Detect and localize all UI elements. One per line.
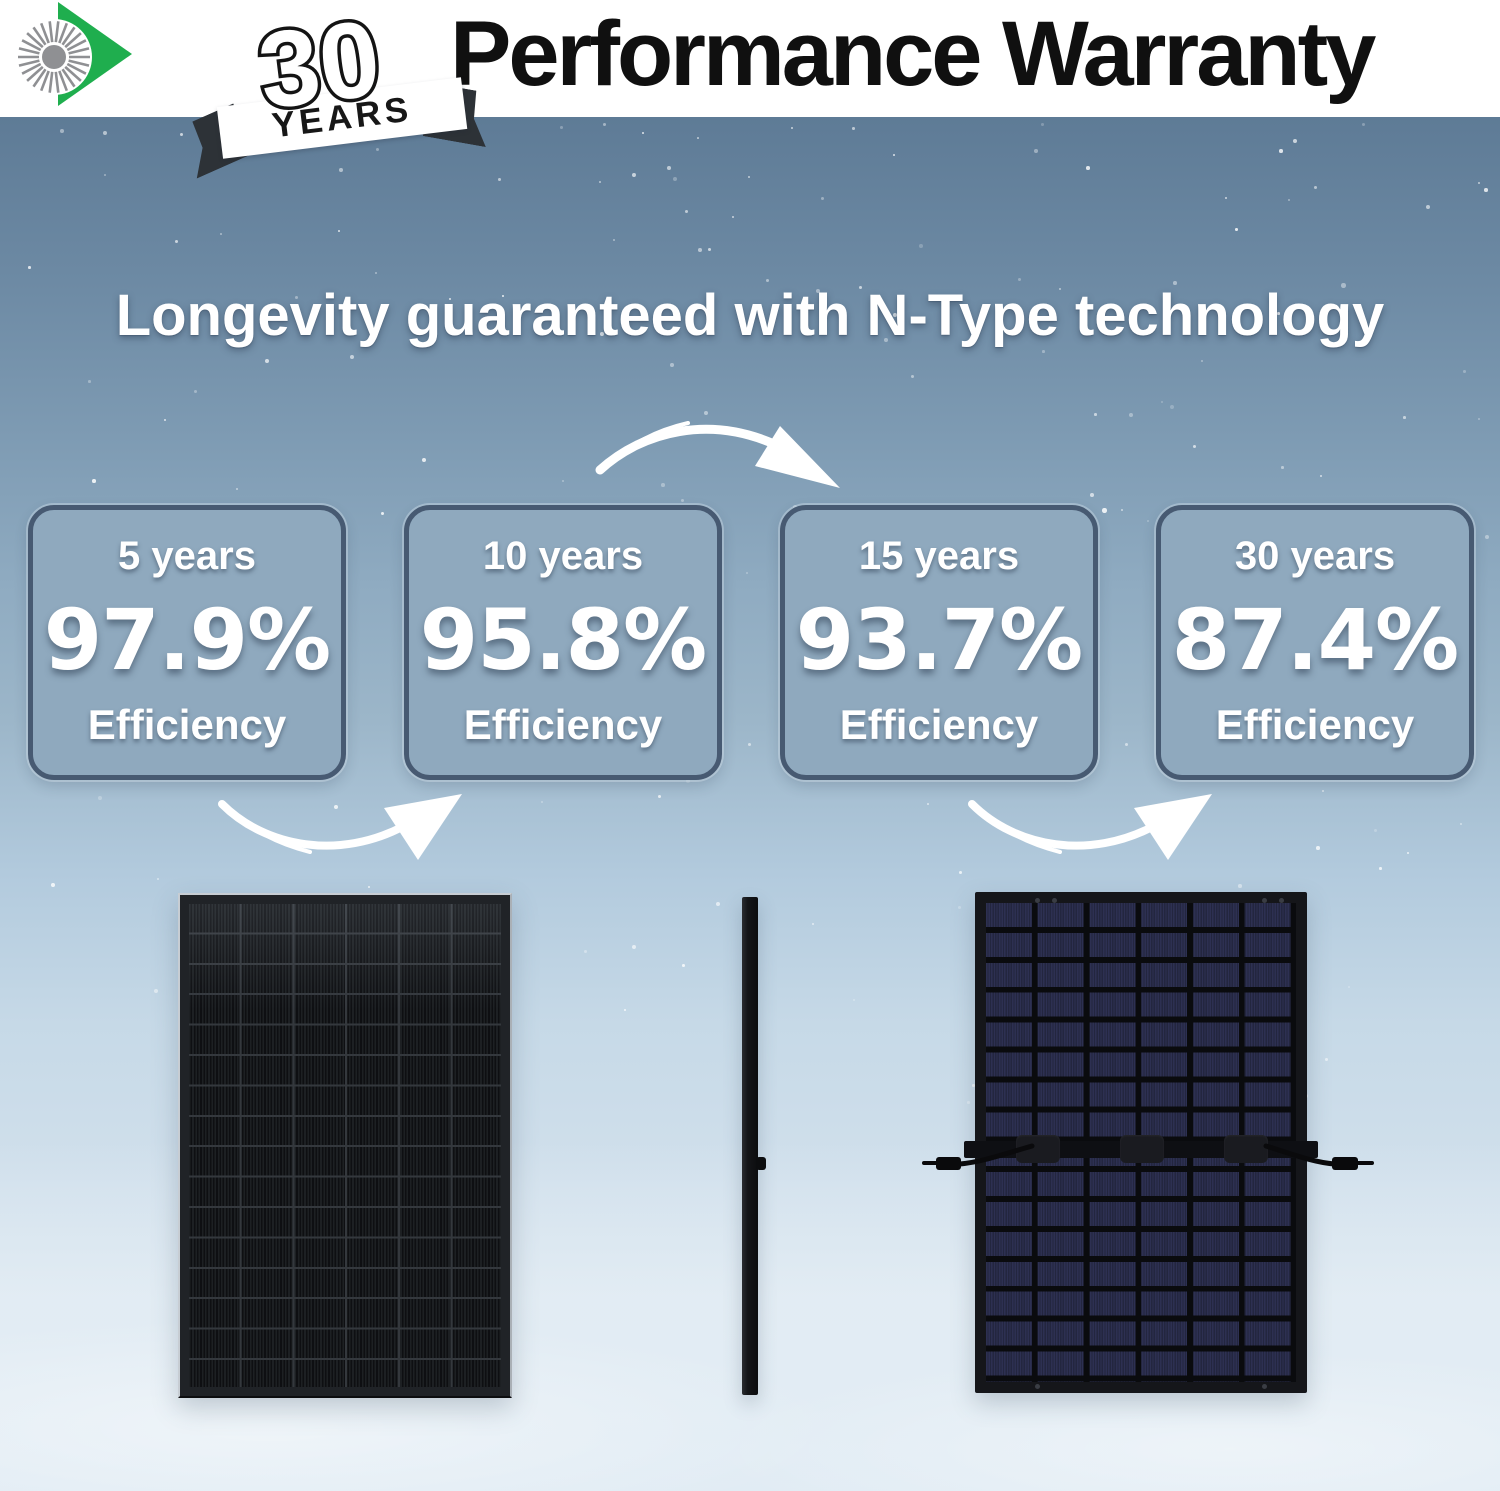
solar-cable-right — [1263, 1143, 1374, 1170]
30-years-badge: YEARS 30 — [205, 0, 485, 196]
period-label: 10 years — [482, 534, 644, 578]
frame-screw — [1262, 1384, 1267, 1389]
milestone-card-10-years: 10 years 95.8% Efficiency — [404, 505, 722, 780]
efficiency-label: Efficiency — [87, 701, 287, 748]
flow-arrow-left-icon — [218, 794, 462, 860]
side-mount-knob — [756, 1157, 766, 1170]
badge-number: 30 — [249, 0, 390, 135]
period-label: 15 years — [858, 534, 1020, 578]
efficiency-label: Efficiency — [839, 701, 1039, 748]
frame-screw — [1035, 898, 1040, 903]
milestone-card-15-years: 15 years 93.7% Efficiency — [780, 505, 1098, 780]
page-title: Performance Warranty — [450, 3, 1376, 105]
efficiency-value: 97.9% — [43, 591, 331, 689]
period-label: 5 years — [118, 534, 256, 578]
efficiency-label: Efficiency — [463, 701, 663, 748]
solar-cable-left — [922, 1143, 1035, 1170]
sunburst-play-logo-icon — [18, 2, 132, 106]
junction-box — [1224, 1135, 1268, 1163]
efficiency-label: Efficiency — [1215, 701, 1415, 748]
solar-panel-side-view — [742, 897, 766, 1395]
efficiency-value: 87.4% — [1171, 591, 1459, 689]
headline: Longevity guaranteed with N-Type technol… — [115, 283, 1385, 348]
svg-text:30: 30 — [252, 0, 386, 131]
efficiency-value: 95.8% — [419, 591, 707, 689]
frame-screw — [1035, 1384, 1040, 1389]
flow-arrow-top-icon — [595, 421, 840, 488]
junction-box — [1120, 1135, 1164, 1163]
flow-arrow-right-icon — [968, 794, 1212, 860]
milestone-card-30-years: 30 years 87.4% Efficiency — [1156, 505, 1474, 780]
period-label: 30 years — [1234, 534, 1396, 578]
solar-cables — [922, 1143, 1374, 1170]
frame-screw — [1262, 898, 1267, 903]
frame-screw — [1279, 898, 1284, 903]
efficiency-value: 93.7% — [795, 591, 1083, 689]
solar-panel-front-view — [178, 893, 512, 1398]
milestone-card-5-years: 5 years 97.9% Efficiency — [28, 505, 346, 780]
solar-cells-front — [189, 904, 501, 1387]
frame-screw — [1052, 898, 1057, 903]
header-band: Performance Warranty — [0, 0, 1500, 117]
